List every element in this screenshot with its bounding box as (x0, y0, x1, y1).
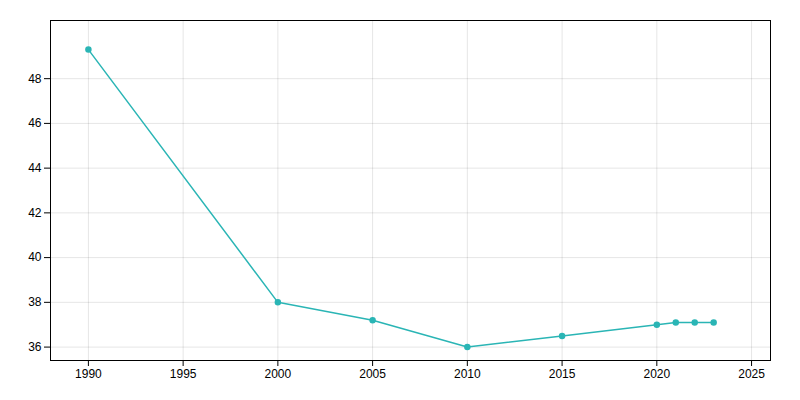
svg-text:2020: 2020 (643, 367, 670, 381)
svg-text:1990: 1990 (75, 367, 102, 381)
svg-text:2010: 2010 (454, 367, 481, 381)
svg-text:36: 36 (28, 340, 42, 354)
svg-text:1995: 1995 (170, 367, 197, 381)
svg-text:40: 40 (28, 250, 42, 264)
svg-text:2015: 2015 (549, 367, 576, 381)
svg-text:2005: 2005 (359, 367, 386, 381)
svg-text:42: 42 (28, 206, 42, 220)
svg-text:2025: 2025 (738, 367, 765, 381)
svg-text:44: 44 (28, 161, 42, 175)
svg-text:46: 46 (28, 116, 42, 130)
svg-text:48: 48 (28, 71, 42, 85)
svg-text:38: 38 (28, 295, 42, 309)
svg-text:2000: 2000 (265, 367, 292, 381)
